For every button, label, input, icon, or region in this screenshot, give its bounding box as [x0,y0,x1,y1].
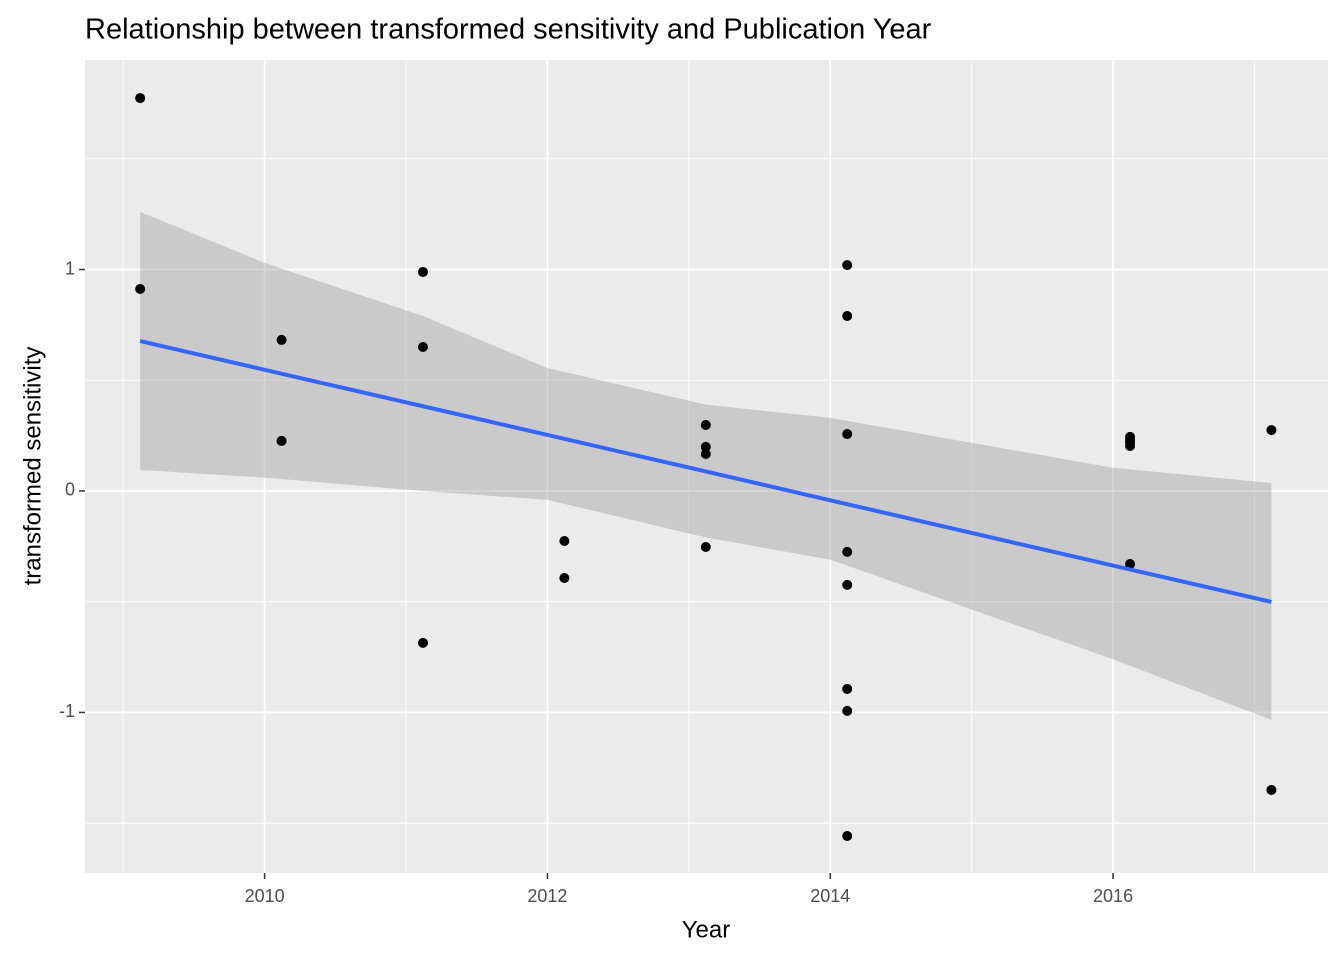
y-tick-label: 1 [65,258,75,278]
point [842,260,853,271]
x-tick-label: 2014 [810,886,850,906]
y-axis-title: transformed sensitivity [19,347,46,586]
point [276,334,287,345]
point [135,93,146,104]
point [842,579,853,590]
y-tick-label: 0 [65,480,75,500]
plot-layer [85,60,1328,873]
confidence-band [140,211,1272,720]
point [842,705,853,716]
point [559,536,570,547]
point [842,429,853,440]
point [417,342,428,353]
y-tick-label: -1 [59,701,75,721]
x-tick-label: 2010 [245,886,285,906]
point [700,448,711,459]
panel [85,60,1328,873]
point [700,542,711,553]
point [559,573,570,584]
point [842,546,853,557]
point [842,683,853,694]
point [1266,425,1277,436]
point [1125,441,1136,452]
point [276,435,287,446]
point [1125,559,1136,570]
x-axis-title: Year [682,916,731,943]
point [135,283,146,294]
point [842,831,853,842]
smooth-line [139,339,1272,604]
point [417,266,428,277]
point [700,441,711,452]
point [700,419,711,430]
point [842,311,853,322]
chart-title: Relationship between transformed sensiti… [85,14,932,46]
point [1266,784,1277,795]
x-tick-label: 2016 [1093,886,1133,906]
point [417,637,428,648]
x-tick-label: 2012 [527,886,567,906]
